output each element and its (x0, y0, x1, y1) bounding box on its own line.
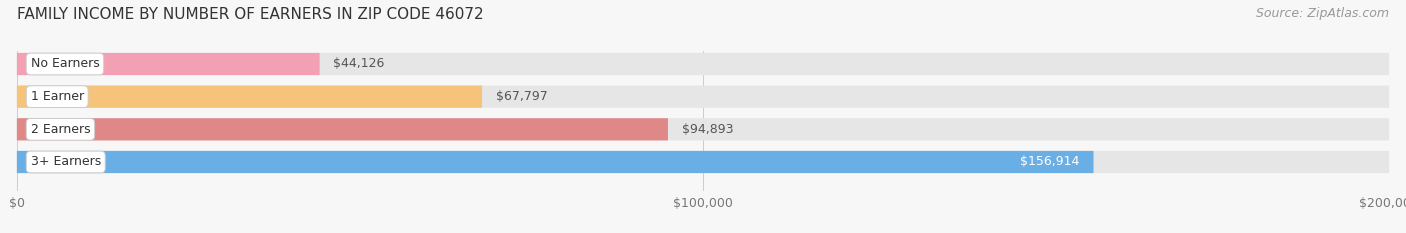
FancyBboxPatch shape (17, 86, 1389, 108)
Text: $44,126: $44,126 (333, 58, 385, 71)
Text: 1 Earner: 1 Earner (31, 90, 84, 103)
Text: FAMILY INCOME BY NUMBER OF EARNERS IN ZIP CODE 46072: FAMILY INCOME BY NUMBER OF EARNERS IN ZI… (17, 7, 484, 22)
FancyBboxPatch shape (17, 151, 1094, 173)
FancyBboxPatch shape (17, 53, 319, 75)
Text: $156,914: $156,914 (1021, 155, 1080, 168)
Text: 2 Earners: 2 Earners (31, 123, 90, 136)
FancyBboxPatch shape (17, 86, 482, 108)
Text: Source: ZipAtlas.com: Source: ZipAtlas.com (1256, 7, 1389, 20)
FancyBboxPatch shape (17, 118, 1389, 140)
Text: No Earners: No Earners (31, 58, 100, 71)
Text: 3+ Earners: 3+ Earners (31, 155, 101, 168)
Text: $67,797: $67,797 (496, 90, 547, 103)
Text: $94,893: $94,893 (682, 123, 733, 136)
FancyBboxPatch shape (17, 151, 1389, 173)
FancyBboxPatch shape (17, 118, 668, 140)
FancyBboxPatch shape (17, 53, 1389, 75)
